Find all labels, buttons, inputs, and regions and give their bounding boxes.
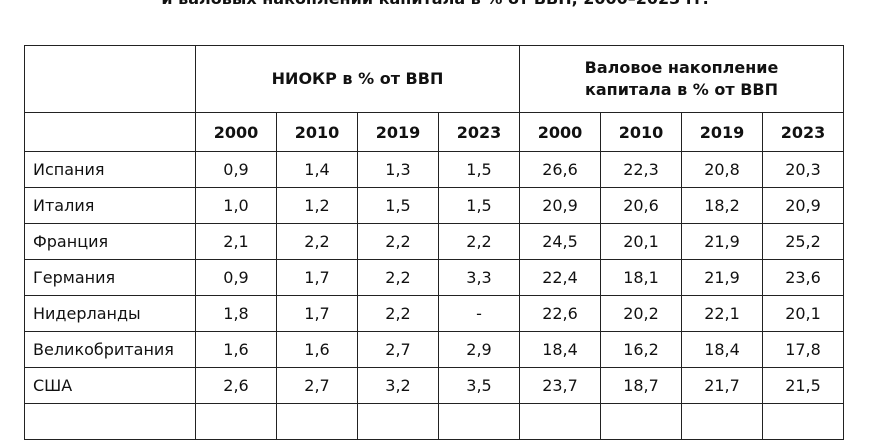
- value-cell: 1,6: [276, 331, 358, 368]
- value-cell: 2,7: [357, 331, 439, 368]
- table-body: НИОКР в % от ВВП Валовое накопление капи…: [24, 45, 844, 440]
- value-cell: 1,6: [195, 331, 277, 368]
- value-cell: 22,4: [519, 259, 601, 296]
- value-cell: 20,8: [681, 151, 763, 188]
- empty-cell: [357, 403, 439, 440]
- value-cell: 2,1: [195, 223, 277, 260]
- data-row: Великобритания 1,6 1,6 2,7 2,9 18,4 16,2 18,4 17…: [24, 331, 844, 368]
- year-header: 2019: [357, 112, 439, 152]
- data-row: Испания 0,9 1,4 1,3 1,5 26,6 22,3 20,8 20,3: [24, 151, 844, 188]
- country-cell: США: [24, 367, 196, 404]
- value-cell: 21,5: [762, 367, 844, 404]
- value-cell: 20,1: [762, 295, 844, 332]
- value-cell: 3,2: [357, 367, 439, 404]
- data-row: Франция 2,1 2,2 2,2 2,2 24,5 20,1 21,9 25,2: [24, 223, 844, 260]
- value-cell: 18,7: [600, 367, 682, 404]
- value-cell: 18,2: [681, 187, 763, 224]
- data-row: [24, 403, 844, 440]
- value-cell: 1,7: [276, 295, 358, 332]
- country-cell: Великобритания: [24, 331, 196, 368]
- value-cell: 0,9: [195, 259, 277, 296]
- value-cell: 20,6: [600, 187, 682, 224]
- value-cell: 1,2: [276, 187, 358, 224]
- value-cell: 3,3: [438, 259, 520, 296]
- year-header: 2000: [195, 112, 277, 152]
- value-cell: 20,3: [762, 151, 844, 188]
- value-cell: 20,9: [762, 187, 844, 224]
- empty-cell: [519, 403, 601, 440]
- value-cell: 2,2: [357, 223, 439, 260]
- value-cell: 18,4: [681, 331, 763, 368]
- value-cell: 22,1: [681, 295, 763, 332]
- value-cell: 1,8: [195, 295, 277, 332]
- value-cell: 1,7: [276, 259, 358, 296]
- group-header: Валовое накопление капитала в % от ВВП: [519, 45, 844, 113]
- value-cell: 1,5: [357, 187, 439, 224]
- value-cell: 22,6: [519, 295, 601, 332]
- value-cell: 2,2: [357, 259, 439, 296]
- value-cell: 2,7: [276, 367, 358, 404]
- year-header: 2023: [762, 112, 844, 152]
- empty-cell: [681, 403, 763, 440]
- value-cell: 20,9: [519, 187, 601, 224]
- value-cell: 2,2: [357, 295, 439, 332]
- value-cell: 3,5: [438, 367, 520, 404]
- empty-cell: [438, 403, 520, 440]
- country-cell: Нидерланды: [24, 295, 196, 332]
- value-cell: 1,0: [195, 187, 277, 224]
- value-cell: 1,3: [357, 151, 439, 188]
- corner-cell: [24, 45, 196, 113]
- value-cell: 0,9: [195, 151, 277, 188]
- year-header: 2019: [681, 112, 763, 152]
- value-cell: 21,9: [681, 223, 763, 260]
- value-cell: 23,6: [762, 259, 844, 296]
- data-row: Италия 1,0 1,2 1,5 1,5 20,9 20,6 18,2 20,9: [24, 187, 844, 224]
- years-row: 2000 2010 2019 2023 2000 2010 2019 2023: [24, 112, 844, 152]
- country-cell: Италия: [24, 187, 196, 224]
- value-cell: 16,2: [600, 331, 682, 368]
- title: и валовых накоплений капитала в % от ВВП…: [0, 0, 870, 8]
- value-cell: 18,4: [519, 331, 601, 368]
- empty-cell: [195, 403, 277, 440]
- value-cell: 1,5: [438, 151, 520, 188]
- data-row: США 2,6 2,7 3,2 3,5 23,7 18,7 21,7 21,5: [24, 367, 844, 404]
- value-cell: 1,4: [276, 151, 358, 188]
- corner-cell: [24, 112, 196, 152]
- value-cell: 18,1: [600, 259, 682, 296]
- empty-cell: [600, 403, 682, 440]
- value-cell: 23,7: [519, 367, 601, 404]
- country-cell: Испания: [24, 151, 196, 188]
- year-header: 2010: [276, 112, 358, 152]
- group-header: НИОКР в % от ВВП: [195, 45, 520, 113]
- empty-cell: [762, 403, 844, 440]
- value-cell: 25,2: [762, 223, 844, 260]
- value-cell: 20,1: [600, 223, 682, 260]
- value-cell: 2,9: [438, 331, 520, 368]
- empty-cell: [276, 403, 358, 440]
- country-cell: Германия: [24, 259, 196, 296]
- year-header: 2023: [438, 112, 520, 152]
- value-cell: 24,5: [519, 223, 601, 260]
- year-header: 2010: [600, 112, 682, 152]
- value-cell: 22,3: [600, 151, 682, 188]
- country-cell: Франция: [24, 223, 196, 260]
- value-cell: 1,5: [438, 187, 520, 224]
- value-cell: 17,8: [762, 331, 844, 368]
- value-cell: 2,6: [195, 367, 277, 404]
- value-cell: 20,2: [600, 295, 682, 332]
- data-row: Нидерланды 1,8 1,7 2,2-22,6 20,2 22,1 20,1: [24, 295, 844, 332]
- empty-cell: [24, 403, 196, 440]
- year-header: 2000: [519, 112, 601, 152]
- data-table: НИОКР в % от ВВП Валовое накопление капи…: [24, 45, 844, 440]
- value-cell: 21,7: [681, 367, 763, 404]
- value-cell: -: [438, 295, 520, 332]
- value-cell: 2,2: [438, 223, 520, 260]
- data-row: Германия 0,9 1,7 2,2 3,3 22,4 18,1 21,9 23,6: [24, 259, 844, 296]
- value-cell: 2,2: [276, 223, 358, 260]
- group-row: НИОКР в % от ВВП Валовое накопление капи…: [24, 45, 844, 113]
- value-cell: 26,6: [519, 151, 601, 188]
- value-cell: 21,9: [681, 259, 763, 296]
